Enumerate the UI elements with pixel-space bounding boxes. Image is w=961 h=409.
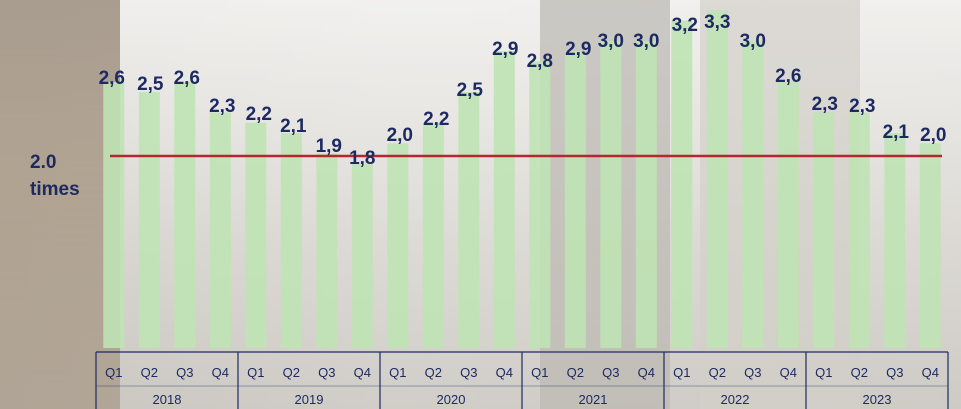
bar [103,81,125,349]
bar-value-label: 2,6 [99,68,125,89]
x-tick-label: Q2 [425,365,442,380]
x-tick-label: Q3 [886,365,903,380]
bar [671,20,693,348]
bar-value-label: 3,0 [598,31,624,52]
x-group-label: 2018 [153,392,182,407]
bar [351,163,373,348]
bar [280,133,302,348]
x-tick-label: Q4 [780,365,797,380]
bar-value-label: 2,2 [246,104,272,125]
x-tick-label: Q2 [709,365,726,380]
x-tick-label: Q1 [105,365,122,380]
x-tick-label: Q3 [602,365,619,380]
x-group-label: 2019 [295,392,324,407]
x-tick-label: Q1 [531,365,548,380]
bar [174,81,196,349]
bar [919,143,941,348]
bar [458,92,480,348]
x-tick-label: Q2 [283,365,300,380]
bar-value-label: 2,3 [209,96,235,117]
bar-value-label: 2,1 [280,116,307,137]
x-group-label: 2020 [437,392,466,407]
bar-value-label: 2,9 [565,39,591,60]
bar [529,61,551,349]
x-tick-label: Q3 [744,365,761,380]
x-group-label: 2023 [863,392,892,407]
bar-value-label: 2,3 [849,96,875,117]
bar [742,40,764,349]
bar-value-label: 2,6 [174,68,200,89]
bar [884,133,906,348]
bar-value-label: 1,9 [316,136,342,157]
value-labels-group: 2,6 2,5 2,6 2,3 2,2 2,1 1,9 1,8 2,0 2,2 2,5 2,9 2,8 2… [99,12,947,169]
bar-value-label: 2,5 [457,80,484,101]
bar-value-label: 3,0 [740,31,766,52]
bar-value-label: 3,2 [672,15,698,36]
x-tick-label: Q1 [673,365,690,380]
bar [813,112,835,348]
x-tick-label: Q1 [815,365,832,380]
bar-value-label: 3,3 [704,12,730,33]
x-tick-label: Q4 [354,365,371,380]
bar-value-label: 3,0 [633,31,659,52]
x-tick-label: Q4 [496,365,513,380]
bar [422,122,444,348]
bar-value-label: 2,6 [775,66,801,87]
bar [316,153,338,348]
bar-value-label: 2,0 [920,125,946,146]
bar [245,122,267,348]
x-tick-label: Q2 [567,365,584,380]
x-tick-label: Q4 [922,365,939,380]
bar [706,10,728,348]
bar [138,92,160,348]
reference-line-unit: times [30,179,80,200]
background-wall [0,0,120,409]
bar-value-label: 1,8 [349,148,375,169]
x-tick-label: Q2 [141,365,158,380]
bar-value-label: 2,9 [492,39,518,60]
x-tick-label: Q3 [318,365,335,380]
bar [564,51,586,348]
x-group-label: 2022 [721,392,750,407]
bar-value-label: 2,3 [812,94,838,115]
bar-value-label: 2,1 [883,122,910,143]
reference-line-label: 2.0 [30,152,56,173]
x-tick-label: Q1 [389,365,406,380]
bar-value-label: 2,8 [527,51,553,72]
bar-value-label: 2,5 [137,74,164,95]
x-tick-label: Q3 [460,365,477,380]
x-tick-label: Q3 [176,365,193,380]
bar [635,40,657,349]
bar [848,112,870,348]
x-tick-label: Q4 [212,365,229,380]
bar [777,81,799,349]
x-group-label: 2021 [579,392,608,407]
bar-value-label: 2,2 [423,109,449,130]
bar [600,40,622,349]
bar [493,51,515,348]
bar [209,112,231,348]
bars-group [103,10,941,349]
x-tick-label: Q4 [638,365,655,380]
bar [387,143,409,348]
bar-value-label: 2,0 [387,125,413,146]
x-tick-label: Q2 [851,365,868,380]
x-axis: Q1 Q2 Q3 Q4 Q1 Q2 Q3 Q4 Q1 Q2 Q3 Q4 Q1 Q2 Q3 Q4 Q1 Q2 Q3 Q4… [95,351,949,409]
x-tick-label: Q1 [247,365,264,380]
